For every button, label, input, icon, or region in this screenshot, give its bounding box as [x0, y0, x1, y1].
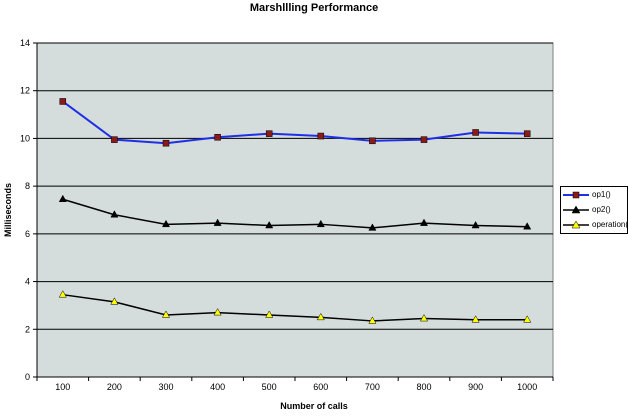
data-point	[110, 297, 119, 305]
chart-title: Marshllling Performance	[249, 2, 379, 14]
data-point	[316, 312, 325, 321]
data-point	[419, 218, 429, 226]
x-tick-label: 300	[158, 382, 173, 392]
y-tick-label: 4	[25, 277, 30, 287]
y-tick-label: 6	[25, 229, 30, 239]
legend-item-op2: op2()	[561, 203, 627, 217]
x-tick-label: 100	[55, 382, 70, 392]
data-point	[111, 136, 118, 143]
data-point	[368, 223, 377, 231]
legend-item-op1: op1()	[561, 188, 627, 202]
data-point	[265, 310, 274, 318]
data-point	[162, 139, 170, 147]
series-line	[62, 293, 528, 322]
data-point	[368, 316, 377, 324]
data-point	[213, 218, 222, 226]
y-tick-label: 2	[25, 324, 30, 334]
y-axis-label: Milliseconds	[3, 182, 13, 238]
data-point	[471, 315, 480, 323]
x-tick-label: 900	[468, 382, 483, 392]
y-tick-label: 14	[20, 38, 30, 48]
data-point	[523, 130, 531, 137]
y-tick-label: 10	[20, 133, 30, 143]
data-point	[420, 136, 428, 143]
x-tick-label: 1000	[517, 382, 537, 392]
x-tick-label: 500	[262, 382, 277, 392]
data-point	[59, 98, 67, 105]
data-point	[317, 132, 325, 140]
legend-swatch-operation	[563, 220, 589, 229]
x-tick-label: 200	[107, 382, 122, 392]
x-tick-label: 400	[210, 382, 225, 392]
data-point	[110, 210, 119, 218]
data-point	[265, 220, 274, 229]
legend-label-operation: operation()	[592, 220, 628, 229]
data-point	[214, 133, 221, 141]
data-point	[161, 310, 171, 318]
x-tick-label: 800	[416, 382, 431, 392]
x-tick-label: 600	[313, 382, 328, 392]
legend-item-operation: operation()	[561, 218, 628, 232]
y-tick-label: 8	[25, 181, 30, 191]
data-point	[161, 219, 171, 228]
y-tick-label: 0	[25, 372, 30, 382]
legend-swatch-op1	[563, 191, 589, 199]
data-point	[316, 219, 325, 228]
y-tick-label: 12	[20, 86, 30, 96]
x-tick-label: 700	[365, 382, 380, 392]
legend-label-op1: op1()	[592, 190, 611, 199]
data-point	[58, 194, 67, 203]
data-point	[471, 220, 480, 229]
data-point	[58, 290, 67, 298]
legend-label-op2: op2()	[592, 205, 611, 214]
data-point	[523, 315, 532, 323]
data-point	[419, 314, 429, 322]
legend: op1() op2() operation()	[560, 186, 628, 234]
data-point	[213, 308, 222, 316]
data-point	[523, 222, 532, 230]
data-point	[472, 129, 479, 136]
data-point	[265, 130, 273, 137]
series-line	[62, 100, 528, 145]
data-point	[369, 137, 376, 145]
x-axis-label: Number of calls	[280, 401, 348, 411]
plot-area	[36, 42, 554, 378]
legend-swatch-op2	[563, 205, 589, 214]
series-line	[62, 198, 528, 229]
